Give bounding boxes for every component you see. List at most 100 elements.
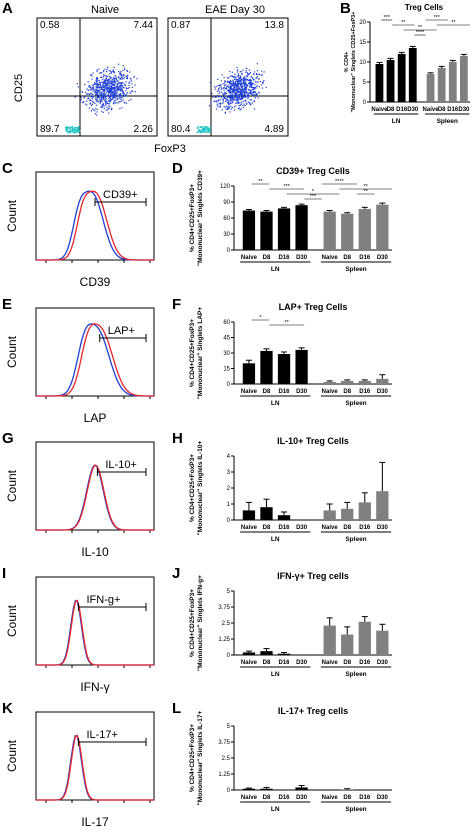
scatter-point [106,82,108,84]
scatter-point [89,89,91,91]
scatter-point-low [209,126,212,128]
panel-letter-l: L [172,700,182,717]
scatter-point [111,108,113,110]
scatter-point [91,78,93,80]
y-tick-label: 5 [227,589,231,595]
scatter-point [108,96,111,98]
sig-label: *** [310,194,317,200]
scatter-point [96,93,98,95]
scatter-point [250,85,252,87]
bar-chart-2: CD39+ Treg Cells % CD4+CD25+FoxP3+ "Mononu… [189,166,392,273]
scatter-point [97,89,99,91]
scatter-point [246,102,248,104]
scatter-point [230,100,232,102]
group-label: LN [271,536,280,543]
panel-letter-f: F [172,296,182,313]
scatter-point [107,82,109,84]
scatter-point [108,88,110,90]
scatter-point [121,84,123,87]
scatter-point [234,83,237,85]
histogram-frame [35,576,155,666]
scatter-point [120,94,122,96]
scatter-point [115,94,117,96]
bar [242,788,256,790]
scatter-point [82,101,84,103]
scatter-point [239,96,241,98]
category-label: D16 [279,795,291,801]
scatter-point [238,94,240,96]
scatter-point [91,86,93,89]
scatter-point [125,102,128,105]
scatter-point [112,88,115,90]
scatter-point [235,86,237,88]
bar [358,208,371,250]
scatter-point [104,88,106,90]
bar [376,491,389,520]
scatter-point [131,86,133,89]
category-label: Naive [241,795,258,801]
scatter-point [242,106,244,109]
histogram-ylabel: Count [5,199,19,232]
scatter-point [234,94,236,96]
scatter-point [238,87,240,89]
scatter-point [113,81,115,83]
scatter-point [105,81,107,84]
scatter-point [122,99,124,101]
scatter-point [231,91,233,93]
scatter-point [247,85,249,87]
scatter-point [232,82,234,84]
scatter-point [221,74,223,76]
scatter-point [249,104,251,106]
scatter-point-low [70,131,72,133]
category-label: D16 [359,525,371,531]
scatter-point [232,88,235,90]
scatter-point [112,83,114,85]
scatter-point [249,73,251,75]
scatter-point [229,91,231,93]
histogram-ylabel: Count [5,739,19,772]
scatter-point [223,93,226,95]
scatter-point [229,100,231,102]
scatter-point [229,111,231,113]
scatter-point [92,84,94,86]
scatter-point [129,71,131,73]
scatter-point-low [207,130,209,132]
scatter-point [225,88,227,90]
scatter-point [227,107,229,109]
scatter-point [250,86,253,88]
histogram-4: Count IFN-γ IFN-g+ [5,576,155,694]
histogram-xlabel: LAP [84,411,107,425]
scatter-point [108,98,110,100]
scatter-point [249,79,252,81]
scatter-point [95,94,97,96]
scatter-point [228,95,230,97]
scatter-point [118,86,120,88]
group-label: LN [271,400,280,407]
panel-letter-b: B [340,0,351,17]
category-label: Naive [423,107,440,113]
scatter-point [114,77,116,79]
scatter-point [111,92,113,94]
scatter-point [130,80,132,82]
scatter-point-low [199,130,202,132]
scatter-point [242,85,244,88]
histogram-xlabel: IL-17 [81,815,109,829]
scatter-point [230,105,232,107]
scatter-point [226,87,228,89]
scatter-point [220,87,222,89]
scatter-point [119,81,121,84]
scatter-point [237,79,239,81]
scatter-point [98,93,100,95]
scatter-point [224,87,226,89]
category-label: Naive [241,525,258,531]
scatter-point [113,72,116,74]
scatter-point [250,79,252,81]
scatter-point-low [78,126,80,128]
scatter-point [103,71,105,73]
scatter-point [112,103,114,105]
scatter-point [245,79,247,82]
scatter-point [229,79,231,82]
scatter-point [243,80,245,82]
scatter-point [80,96,82,99]
scatter-point [94,97,97,99]
